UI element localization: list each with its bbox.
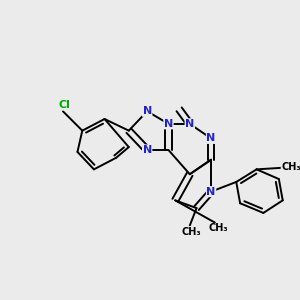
Text: N: N [164,119,173,129]
Text: CH₃: CH₃ [208,224,228,233]
Text: N: N [142,145,152,155]
Text: N: N [206,134,216,143]
Text: CH₃: CH₃ [182,227,201,237]
Text: N: N [206,187,216,196]
Text: CH₃: CH₃ [281,162,300,172]
Text: Cl: Cl [58,100,70,110]
Text: N: N [185,119,194,129]
Text: N: N [142,106,152,116]
